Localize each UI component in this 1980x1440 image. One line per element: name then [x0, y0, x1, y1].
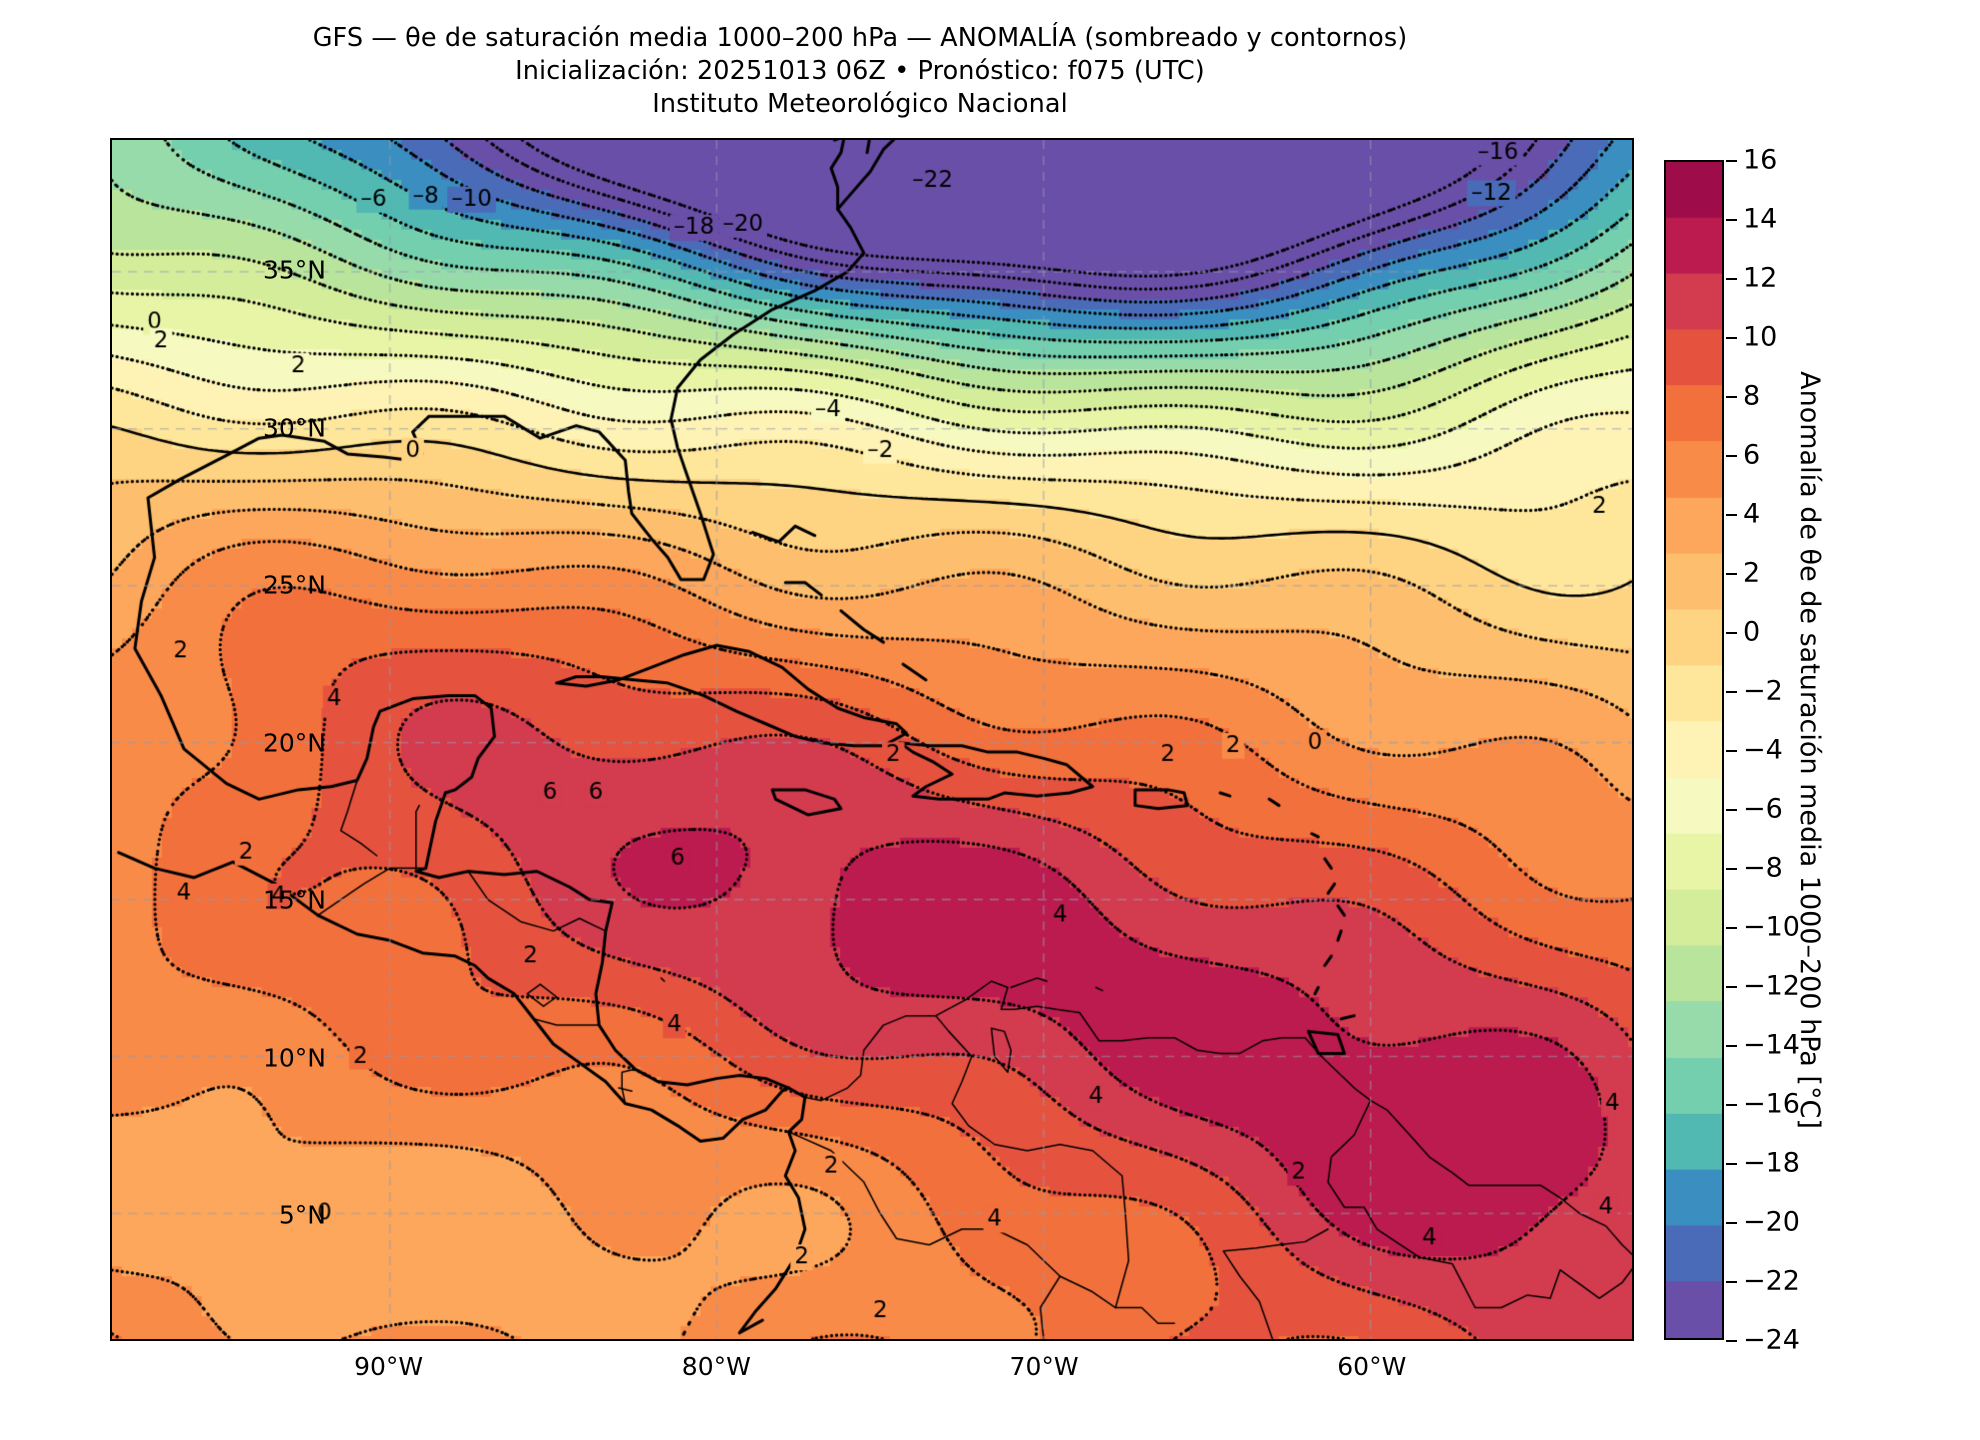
colorbar-tick-mark [1726, 809, 1737, 811]
colorbar-tick-mark [1726, 1104, 1737, 1106]
colorbar-tick-mark [1726, 514, 1737, 516]
colorbar-tick-mark [1726, 278, 1737, 280]
colorbar-tick-label--4: −4 [1743, 734, 1783, 766]
colorbar-tick-mark [1726, 1281, 1737, 1283]
latitude-tick-25°N: 25°N [262, 570, 326, 600]
colorbar-tick-label-16: 16 [1743, 144, 1778, 176]
colorbar-tick-mark [1726, 1340, 1737, 1342]
title-line-3: Instituto Meteorológico Nacional [652, 89, 1068, 120]
colorbar-tick-label--14: −14 [1743, 1029, 1800, 1061]
latitude-tick-15°N: 15°N [262, 885, 326, 915]
colorbar-tick-mark [1726, 396, 1737, 398]
title-line-2: Inicialización: 20251013 06Z • Pronóstic… [515, 56, 1205, 87]
colorbar-tick-label--10: −10 [1743, 911, 1800, 943]
colorbar-tick-mark [1726, 750, 1737, 752]
colorbar-tick-label-2: 2 [1743, 557, 1761, 589]
colorbar-tick-label-6: 6 [1743, 439, 1761, 471]
colorbar-tick-mark [1726, 337, 1737, 339]
latitude-tick-10°N: 10°N [262, 1043, 326, 1073]
colorbar-tick-label--12: −12 [1743, 970, 1800, 1002]
colorbar-tick-label-8: 8 [1743, 380, 1761, 412]
colorbar-tick-label-14: 14 [1743, 203, 1778, 235]
colorbar-tick-mark [1726, 1222, 1737, 1224]
colorbar-axis-label: Anomalía de θe de saturación media 1000–… [1794, 371, 1825, 1129]
colorbar-tick-label--8: −8 [1743, 852, 1783, 884]
colorbar-tick-mark [1726, 691, 1737, 693]
colorbar-tick-label--22: −22 [1743, 1265, 1800, 1297]
colorbar-tick-mark [1726, 868, 1737, 870]
colorbar-tick-mark [1726, 1045, 1737, 1047]
latitude-tick-30°N: 30°N [262, 413, 326, 443]
latitude-tick-20°N: 20°N [262, 728, 326, 758]
colorbar-tick-mark [1726, 632, 1737, 634]
colorbar[interactable] [1664, 160, 1724, 1340]
anomaly-heatmap-canvas [112, 140, 1632, 1339]
map-plot-area[interactable] [110, 138, 1634, 1341]
latitude-tick-35°N: 35°N [262, 255, 326, 285]
colorbar-tick-label--18: −18 [1743, 1147, 1800, 1179]
colorbar-tick-mark [1726, 986, 1737, 988]
colorbar-tick-mark [1726, 455, 1737, 457]
colorbar-tick-label--20: −20 [1743, 1206, 1800, 1238]
colorbar-tick-mark [1726, 1163, 1737, 1165]
figure-title: GFS — θe de saturación media 1000–200 hP… [0, 22, 1720, 121]
colorbar-tick-label-0: 0 [1743, 616, 1761, 648]
colorbar-tick-mark [1726, 219, 1737, 221]
title-line-1: GFS — θe de saturación media 1000–200 hP… [312, 23, 1408, 53]
colorbar-tick-label--2: −2 [1743, 675, 1783, 707]
colorbar-tick-label--6: −6 [1743, 793, 1783, 825]
colorbar-tick-mark [1726, 160, 1737, 162]
colorbar-tick-mark [1726, 927, 1737, 929]
colorbar-tick-label--24: −24 [1743, 1324, 1800, 1356]
longitude-tick-90°W: 90°W [354, 1352, 424, 1381]
longitude-tick-80°W: 80°W [681, 1352, 751, 1381]
longitude-tick-70°W: 70°W [1009, 1352, 1079, 1381]
latitude-tick-5°N: 5°N [278, 1200, 326, 1230]
colorbar-tick-label-12: 12 [1743, 262, 1778, 294]
colorbar-tick-label-10: 10 [1743, 321, 1778, 353]
longitude-tick-60°W: 60°W [1337, 1352, 1407, 1381]
colorbar-tick-label-4: 4 [1743, 498, 1761, 530]
colorbar-tick-label--16: −16 [1743, 1088, 1800, 1120]
colorbar-gradient [1666, 162, 1722, 1338]
colorbar-tick-mark [1726, 573, 1737, 575]
